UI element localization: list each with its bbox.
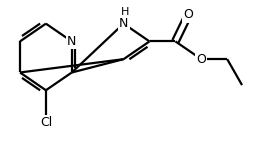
Text: Cl: Cl (40, 116, 52, 129)
Text: H: H (121, 7, 130, 17)
Text: N: N (67, 35, 77, 48)
Text: N: N (119, 17, 128, 30)
Text: O: O (196, 53, 206, 66)
Text: O: O (183, 8, 193, 21)
